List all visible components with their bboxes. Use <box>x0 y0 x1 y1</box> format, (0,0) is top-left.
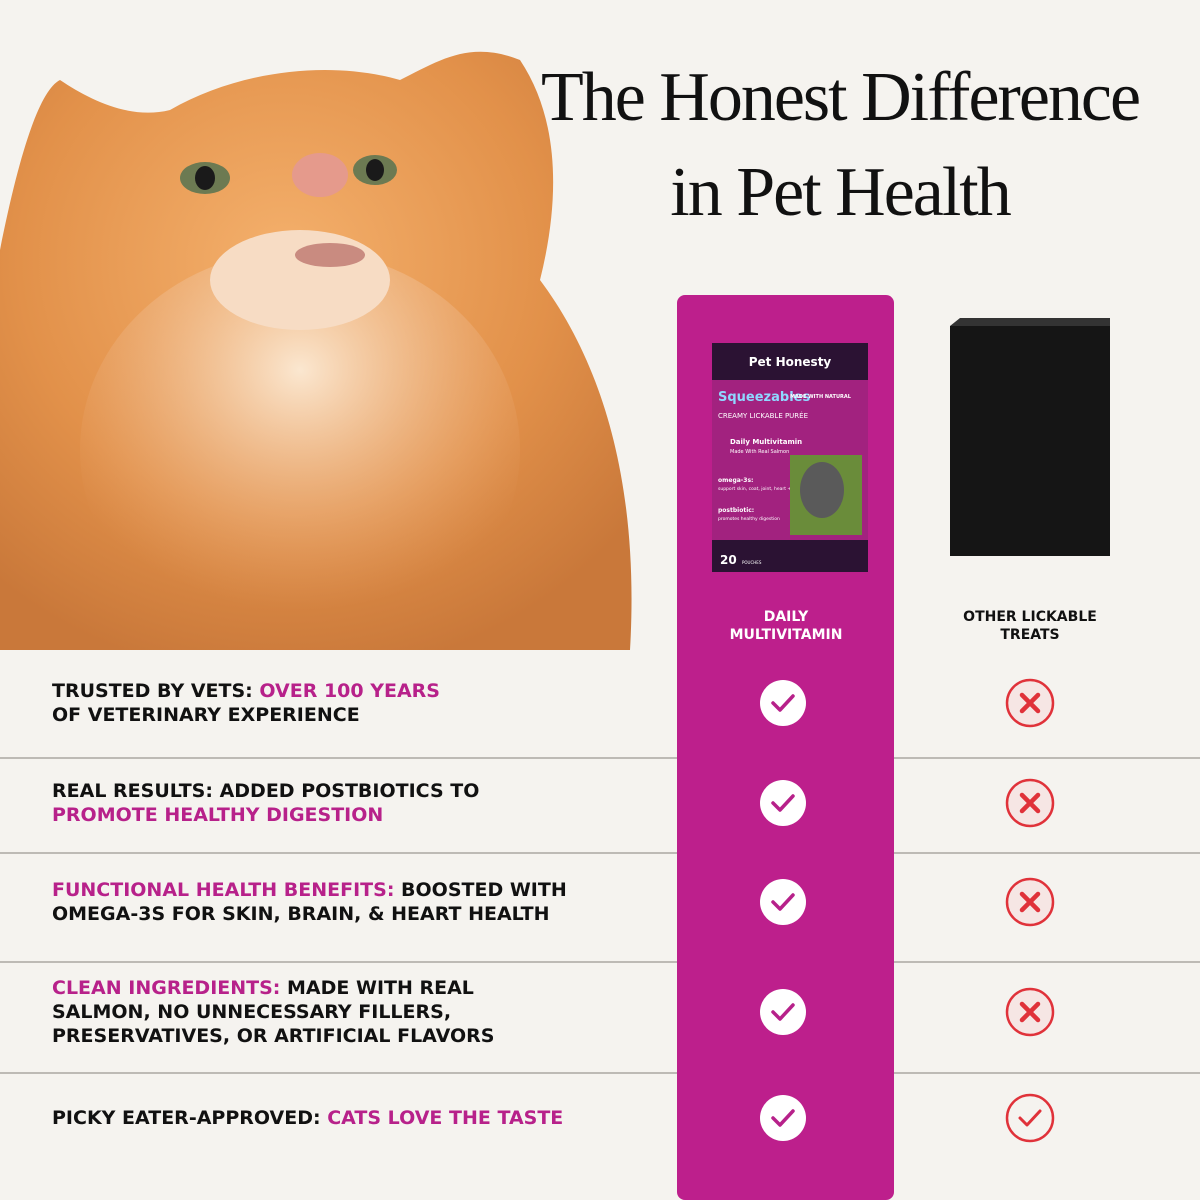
package-top <box>950 318 1110 326</box>
row-text: SALMON, NO UNNECESSARY FILLERS, <box>52 1001 451 1023</box>
count: 20 <box>720 553 737 567</box>
row-text: PRESERVATIVES, OR ARTIFICIAL FLAVORS <box>52 1025 494 1047</box>
check-icon <box>760 780 806 826</box>
check-icon <box>760 1095 806 1141</box>
column-label: OTHER LICKABLE <box>963 609 1097 625</box>
row-text-segment: CATS LOVE THE TASTE <box>327 1107 563 1129</box>
title-line: The Honest Difference <box>541 59 1139 136</box>
row-text: OF VETERINARY EXPERIENCE <box>52 704 360 726</box>
row-text-segment: OMEGA-3S FOR SKIN, BRAIN, & HEART HEALTH <box>52 903 549 925</box>
row-text: PROMOTE HEALTHY DIGESTION <box>52 804 383 826</box>
row-text: REAL RESULTS: ADDED POSTBIOTICS TO <box>52 780 479 802</box>
cross-mark <box>1019 692 1041 714</box>
row-text: OMEGA-3S FOR SKIN, BRAIN, & HEART HEALTH <box>52 903 549 925</box>
column-label: MULTIVITAMIN <box>730 627 843 643</box>
row-text-segment: TRUSTED BY VETS: <box>52 680 259 702</box>
cross-mark <box>1019 1001 1041 1023</box>
row-text-segment: OF VETERINARY EXPERIENCE <box>52 704 360 726</box>
title-line: in Pet Health <box>670 154 1011 231</box>
row-text-segment: SALMON, NO UNNECESSARY FILLERS, <box>52 1001 451 1023</box>
product-name: Squeezables <box>718 390 810 405</box>
benefit-text: promotes healthy digestion <box>718 516 780 522</box>
brand: Pet Honesty <box>749 355 832 369</box>
row-text-segment: MADE WITH REAL <box>287 977 474 999</box>
benefit-title: postbiotic: <box>718 507 754 514</box>
check-mark <box>771 1109 795 1127</box>
check-icon <box>760 989 806 1035</box>
row-text-segment: PROMOTE HEALTHY DIGESTION <box>52 804 383 826</box>
benefit-text: support skin, coat, joint, heart + brain… <box>718 486 820 492</box>
count-unit: POUCHES <box>742 560 762 565</box>
row-text-segment: REAL RESULTS: ADDED POSTBIOTICS TO <box>52 780 479 802</box>
cat-photo <box>0 51 632 651</box>
column-label: TREATS <box>1000 627 1059 643</box>
check-icon <box>1005 1093 1055 1143</box>
flavor: Daily Multivitamin <box>730 438 802 446</box>
product-subtitle: CREAMY LICKABLE PURÉE <box>718 411 808 420</box>
cross-mark <box>1019 792 1041 814</box>
row-text-segment: PICKY EATER-APPROVED: <box>52 1107 327 1129</box>
check-mark <box>771 694 795 712</box>
column-label: DAILY <box>764 609 809 625</box>
check-mark <box>771 893 795 911</box>
check-icon <box>760 879 806 925</box>
row-text-segment: CLEAN INGREDIENTS: <box>52 977 287 999</box>
check-icon <box>760 680 806 726</box>
row-text: FUNCTIONAL HEALTH BENEFITS: BOOSTED WITH <box>52 879 567 901</box>
product-package: Pet Honesty Squeezables MADE WITH NATURA… <box>712 343 868 572</box>
generic-package <box>950 326 1110 556</box>
row-text: TRUSTED BY VETS: OVER 100 YEARS <box>52 680 440 702</box>
row-text: PICKY EATER-APPROVED: CATS LOVE THE TAST… <box>52 1107 563 1129</box>
badge: MADE WITH NATURAL <box>790 394 852 400</box>
row-text-segment: BOOSTED WITH <box>401 879 567 901</box>
check-mark <box>1018 1109 1042 1127</box>
check-mark <box>771 794 795 812</box>
row-text-segment: OVER 100 YEARS <box>259 680 440 702</box>
row-text-segment: FUNCTIONAL HEALTH BENEFITS: <box>52 879 401 901</box>
cross-mark <box>1019 891 1041 913</box>
row-text: CLEAN INGREDIENTS: MADE WITH REAL <box>52 977 474 999</box>
benefit-title: omega-3s: <box>718 477 753 484</box>
flavor-note: Made With Real Salmon <box>730 449 789 455</box>
check-mark <box>771 1003 795 1021</box>
row-text-segment: PRESERVATIVES, OR ARTIFICIAL FLAVORS <box>52 1025 494 1047</box>
